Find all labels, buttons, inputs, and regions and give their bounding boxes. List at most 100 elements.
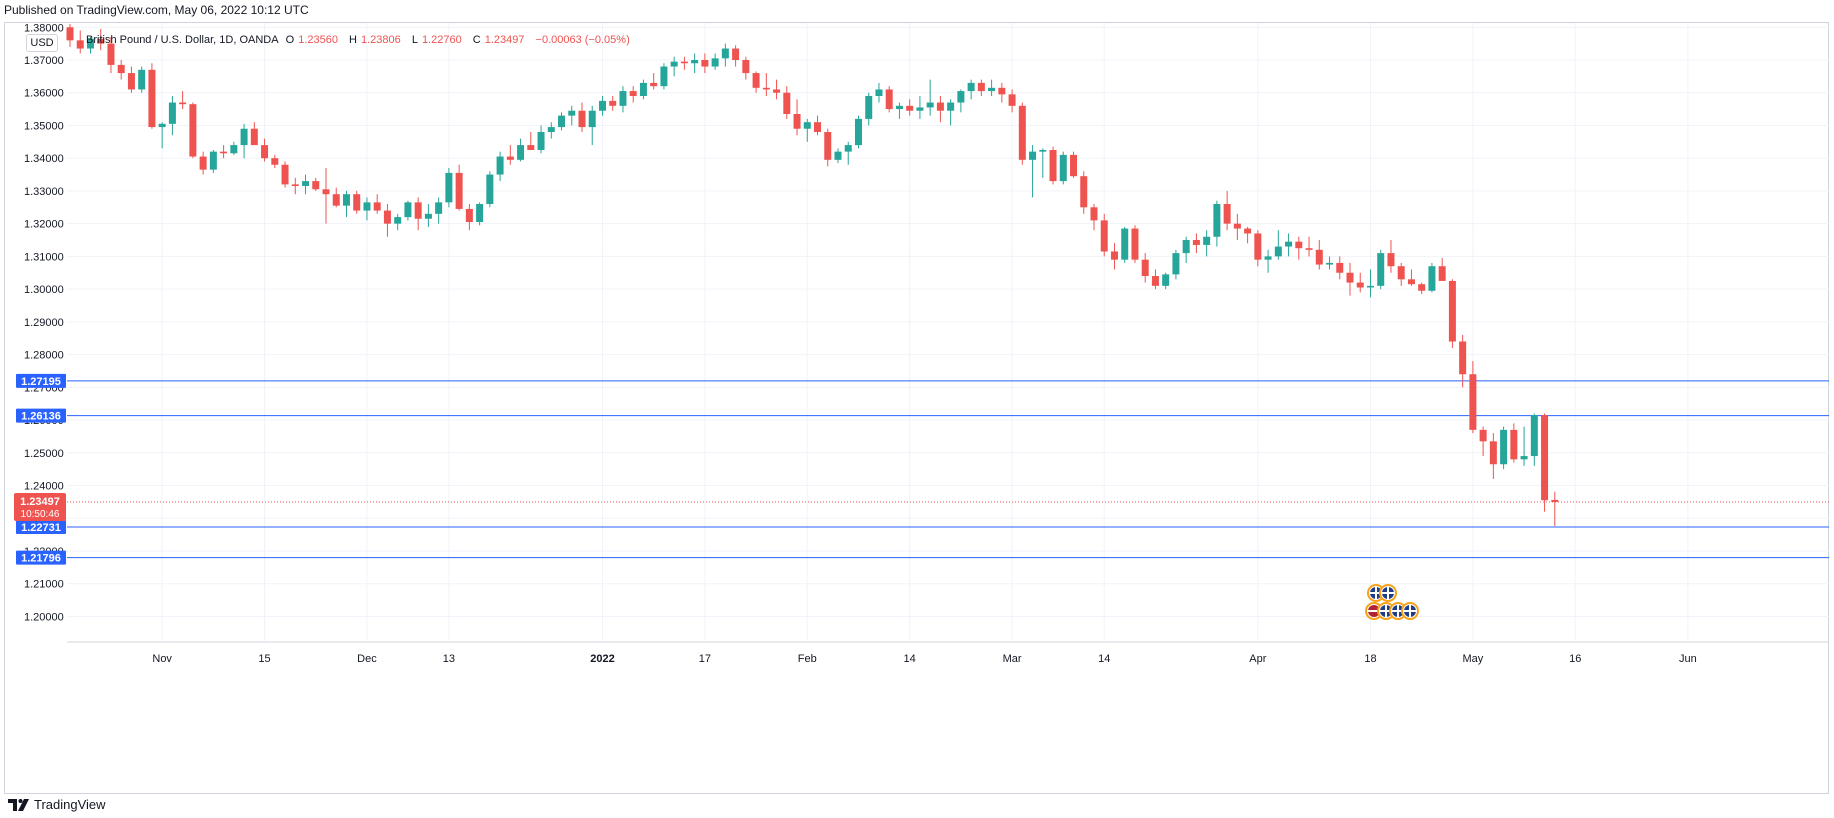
candle-body[interactable]: [691, 59, 699, 64]
candle-body[interactable]: [1049, 150, 1057, 182]
candle-body[interactable]: [916, 107, 924, 111]
candle-body[interactable]: [752, 73, 760, 88]
candle-body[interactable]: [322, 189, 330, 195]
candle-body[interactable]: [240, 128, 248, 146]
candle-body[interactable]: [486, 174, 494, 205]
candle-body[interactable]: [1295, 241, 1303, 249]
candle-body[interactable]: [1428, 266, 1436, 291]
candle-body[interactable]: [476, 204, 484, 223]
candle-body[interactable]: [558, 115, 566, 128]
candle-body[interactable]: [1285, 241, 1293, 247]
candle-body[interactable]: [1070, 154, 1078, 177]
candle-body[interactable]: [701, 59, 709, 67]
candle-body[interactable]: [1039, 150, 1047, 152]
candle-body[interactable]: [1387, 253, 1395, 267]
candle-body[interactable]: [547, 127, 555, 133]
candle-body[interactable]: [1080, 176, 1088, 208]
candle-body[interactable]: [1100, 220, 1108, 252]
candle-body[interactable]: [1448, 280, 1456, 342]
candle-body[interactable]: [445, 172, 453, 203]
candle-body[interactable]: [629, 91, 637, 96]
candle-body[interactable]: [1110, 251, 1118, 260]
candle-body[interactable]: [844, 145, 852, 152]
candle-body[interactable]: [404, 202, 412, 218]
candle-body[interactable]: [199, 156, 207, 170]
candle-body[interactable]: [1090, 207, 1098, 221]
candle-body[interactable]: [1018, 105, 1026, 160]
candle-body[interactable]: [1397, 266, 1405, 280]
candle-body[interactable]: [465, 208, 473, 223]
candle-body[interactable]: [885, 89, 893, 110]
candle-body[interactable]: [639, 82, 647, 96]
candle-body[interactable]: [598, 100, 606, 111]
candle-body[interactable]: [1008, 94, 1016, 106]
candle-body[interactable]: [209, 151, 217, 170]
candle-body[interactable]: [568, 110, 576, 116]
tradingview-logo-icon[interactable]: [8, 798, 30, 812]
candle-body[interactable]: [834, 151, 842, 160]
candle-body[interactable]: [1244, 228, 1252, 234]
candle-body[interactable]: [496, 156, 504, 175]
candle-body[interactable]: [1223, 204, 1231, 224]
candle-body[interactable]: [117, 64, 125, 74]
candle-body[interactable]: [527, 145, 535, 151]
candle-body[interactable]: [977, 82, 985, 92]
candlestick-chart[interactable]: 1.38000 1.37000 1.36000 1.35000 1.34000 1.330…: [0, 0, 1834, 794]
candle-body[interactable]: [281, 164, 289, 185]
footer-brand[interactable]: TradingView: [34, 797, 106, 812]
candle-body[interactable]: [435, 202, 443, 214]
candle-body[interactable]: [1141, 259, 1149, 277]
candle-body[interactable]: [127, 73, 135, 90]
candle-body[interactable]: [1510, 429, 1518, 460]
candle-body[interactable]: [711, 58, 719, 67]
candle-body[interactable]: [762, 87, 770, 90]
candle-body[interactable]: [158, 123, 166, 128]
candle-body[interactable]: [1264, 256, 1272, 260]
candle-body[interactable]: [1551, 499, 1559, 502]
candle-body[interactable]: [1418, 284, 1426, 291]
candle-body[interactable]: [1336, 262, 1344, 273]
candle-body[interactable]: [1254, 233, 1262, 260]
currency-badge[interactable]: USD: [26, 34, 58, 52]
candle-body[interactable]: [394, 217, 402, 224]
candle-body[interactable]: [271, 158, 279, 165]
candle-body[interactable]: [76, 40, 84, 49]
candle-body[interactable]: [1469, 374, 1477, 430]
candle-body[interactable]: [1131, 228, 1139, 260]
candle-body[interactable]: [967, 82, 975, 92]
candle-body[interactable]: [1121, 228, 1129, 260]
candle-body[interactable]: [1366, 285, 1374, 288]
candle-body[interactable]: [783, 92, 791, 114]
candle-body[interactable]: [138, 69, 146, 90]
candle-body[interactable]: [1315, 249, 1323, 265]
candle-body[interactable]: [1213, 204, 1221, 237]
candle-body[interactable]: [1407, 279, 1415, 285]
candle-body[interactable]: [998, 87, 1006, 95]
candle-body[interactable]: [1182, 240, 1190, 254]
candle-body[interactable]: [609, 100, 617, 106]
candle-body[interactable]: [1489, 441, 1497, 465]
candle-body[interactable]: [1274, 246, 1282, 257]
uk-flag-icon[interactable]: [1401, 602, 1419, 620]
candle-body[interactable]: [1059, 154, 1067, 182]
candle-body[interactable]: [988, 87, 996, 92]
candle-body[interactable]: [424, 213, 432, 219]
candle-body[interactable]: [814, 122, 822, 133]
candle-body[interactable]: [619, 91, 627, 106]
candle-body[interactable]: [1233, 223, 1241, 229]
candle-body[interactable]: [97, 38, 105, 44]
candle-body[interactable]: [1520, 456, 1528, 460]
candle-body[interactable]: [1029, 151, 1037, 160]
candle-body[interactable]: [373, 202, 381, 211]
candle-body[interactable]: [854, 118, 862, 146]
candle-body[interactable]: [332, 194, 340, 206]
candle-body[interactable]: [1151, 276, 1159, 286]
candle-body[interactable]: [189, 104, 197, 157]
uk-flag-icon[interactable]: [1379, 584, 1397, 602]
candle-body[interactable]: [732, 48, 740, 60]
candle-body[interactable]: [302, 181, 310, 187]
candle-body[interactable]: [86, 38, 94, 49]
candle-body[interactable]: [906, 105, 914, 111]
candle-body[interactable]: [537, 132, 545, 151]
candle-body[interactable]: [721, 48, 729, 59]
